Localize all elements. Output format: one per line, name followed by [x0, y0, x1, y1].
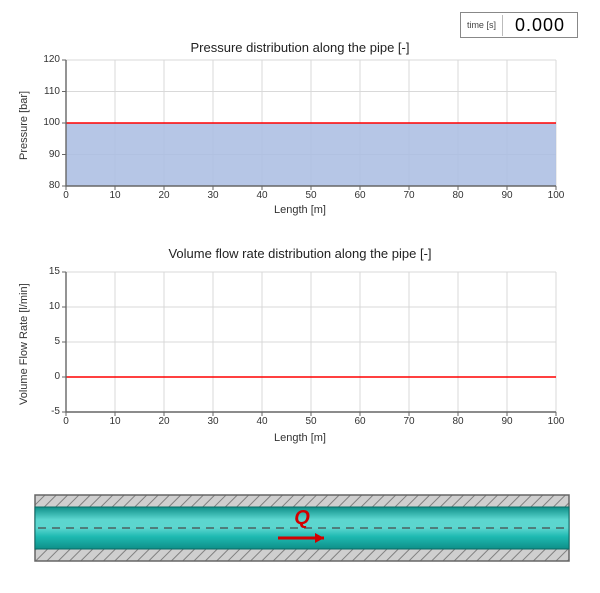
xtick: 60: [348, 190, 372, 201]
pressure-chart-ylabel: Pressure [bar]: [18, 91, 30, 160]
flowrate-chart: [66, 272, 556, 412]
ytick: 10: [32, 301, 60, 312]
xtick: 50: [299, 416, 323, 427]
flowrate-chart-ylabel: Volume Flow Rate [l/min]: [18, 283, 30, 405]
xtick: 90: [495, 190, 519, 201]
xtick: 60: [348, 416, 372, 427]
xtick: 40: [250, 190, 274, 201]
xtick: 10: [103, 190, 127, 201]
xtick: 10: [103, 416, 127, 427]
xtick: 0: [54, 416, 78, 427]
ytick: 120: [32, 54, 60, 65]
xtick: 0: [54, 190, 78, 201]
xtick: 90: [495, 416, 519, 427]
pressure-chart-xlabel: Length [m]: [0, 204, 600, 216]
ytick: 100: [32, 117, 60, 128]
time-value: 0.000: [502, 15, 577, 36]
time-display: time [s] 0.000: [460, 12, 578, 38]
xtick: 50: [299, 190, 323, 201]
xtick: 40: [250, 416, 274, 427]
ytick: 5: [32, 336, 60, 347]
pipe-diagram: Q: [34, 494, 570, 562]
pressure-chart-title: Pressure distribution along the pipe [-]: [0, 40, 600, 55]
xtick: 80: [446, 190, 470, 201]
time-label: time [s]: [461, 20, 502, 30]
flow-label: Q: [294, 507, 310, 529]
xtick: 100: [544, 416, 568, 427]
flowrate-chart-title: Volume flow rate distribution along the …: [0, 246, 600, 261]
xtick: 30: [201, 190, 225, 201]
simulation-panel: time [s] 0.000 Pressure distribution alo…: [0, 0, 600, 593]
pressure-chart: [66, 60, 556, 186]
ytick: 0: [32, 371, 60, 382]
xtick: 80: [446, 416, 470, 427]
ytick: 90: [32, 149, 60, 160]
flowrate-chart-xlabel: Length [m]: [0, 432, 600, 444]
ytick: 15: [32, 266, 60, 277]
xtick: 70: [397, 190, 421, 201]
ytick: 110: [32, 86, 60, 97]
xtick: 30: [201, 416, 225, 427]
xtick: 20: [152, 190, 176, 201]
xtick: 70: [397, 416, 421, 427]
xtick: 100: [544, 190, 568, 201]
xtick: 20: [152, 416, 176, 427]
